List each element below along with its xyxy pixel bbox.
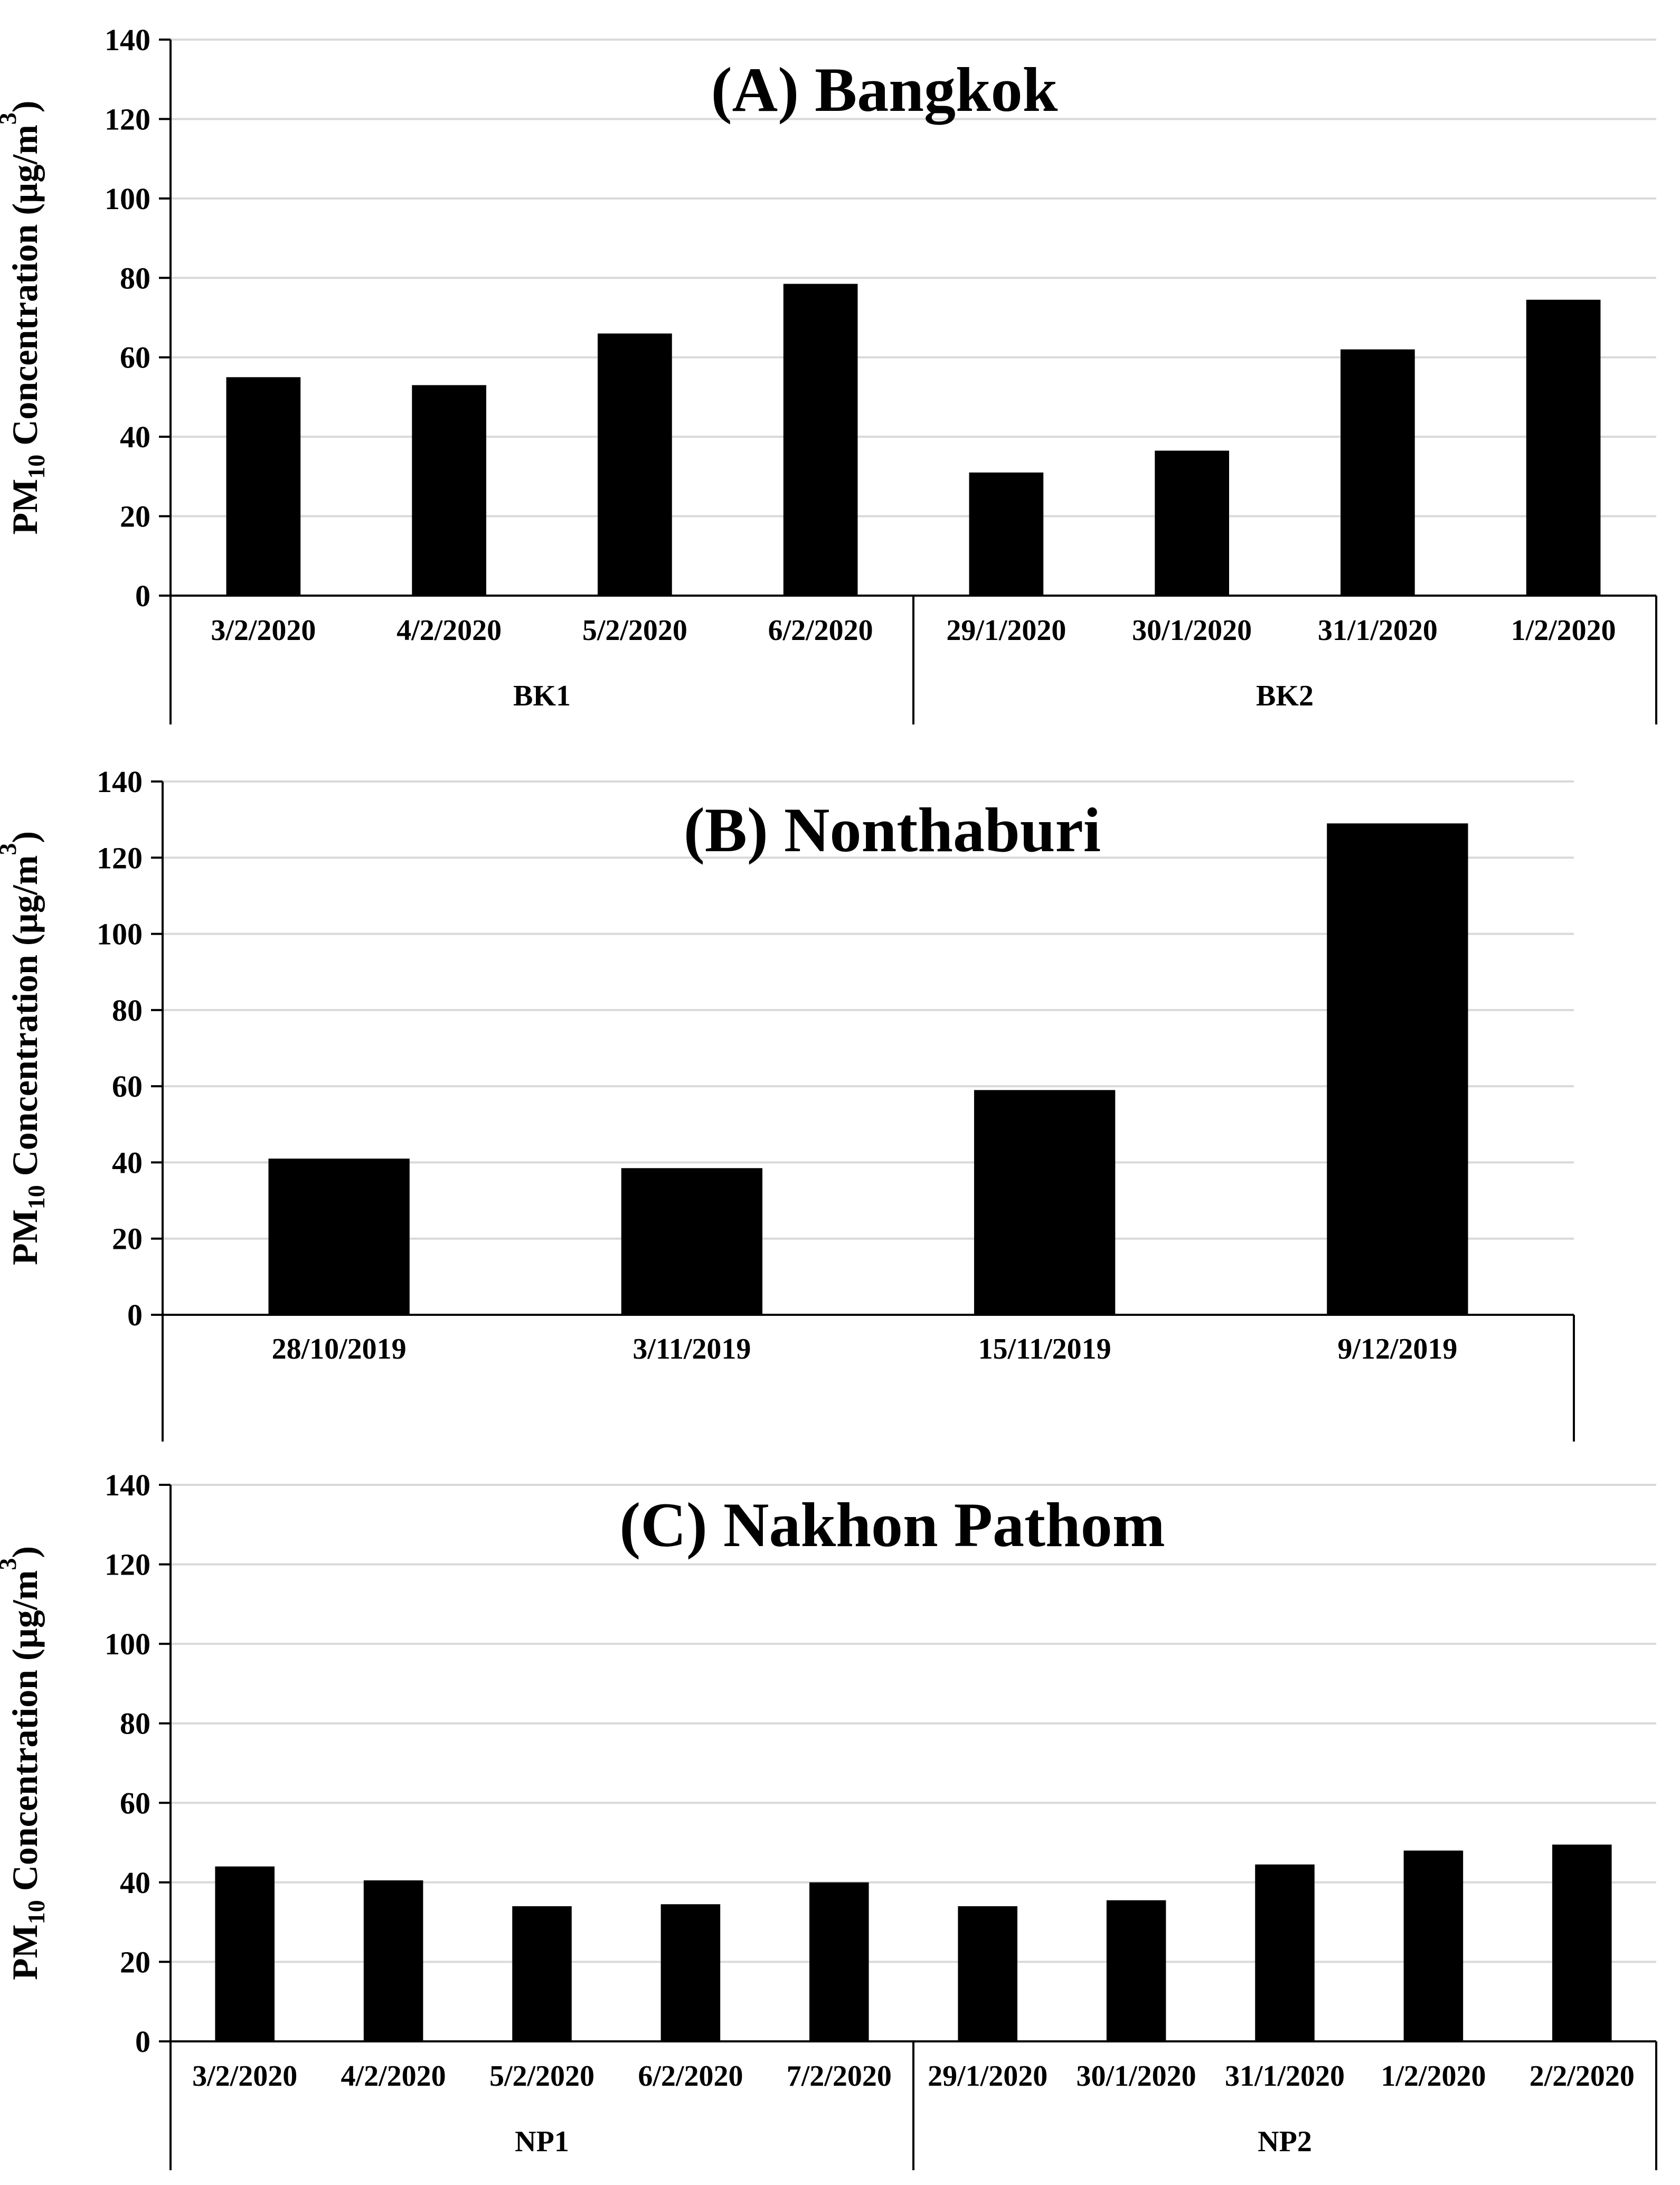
y-axis-label-sup: 3 (0, 112, 21, 125)
x-group-label: NP2 (1258, 2125, 1312, 2158)
y-axis-label-mid: Concentration (µg/m (5, 855, 45, 1185)
y-tick-label: 20 (120, 500, 150, 534)
y-tick-label: 0 (127, 1298, 143, 1332)
bar (226, 377, 301, 596)
y-tick-label: 60 (112, 1069, 143, 1104)
x-group-label: NP1 (515, 2125, 569, 2158)
x-category-label: 5/2/2020 (582, 614, 687, 647)
x-category-label: 31/1/2020 (1225, 2060, 1345, 2093)
x-category-label: 3/2/2020 (211, 614, 316, 647)
y-axis-label: PM10 Concentration (µg/m3) (0, 100, 50, 534)
y-axis-label-pre: PM (5, 1209, 45, 1265)
bar (660, 1904, 721, 2041)
panel-nonthaburi: 0 20 40 60 80 100 120 140 28/10/2019 3/11/2019 15/… (0, 765, 1575, 1442)
bar (1526, 299, 1601, 596)
bar (1403, 1850, 1464, 2041)
y-tick-label: 40 (120, 1866, 150, 1900)
bar (412, 385, 486, 596)
y-tick-label: 100 (97, 917, 143, 952)
x-category-label: 29/1/2020 (946, 614, 1066, 647)
bar (969, 472, 1044, 596)
y-tick-label: 40 (112, 1145, 143, 1180)
y-tick-label: 60 (120, 341, 150, 375)
y-tick-label: 20 (112, 1222, 143, 1256)
y-axis-label-mid: Concentration (µg/m (5, 125, 45, 455)
chart-title: (A) Bangkok (711, 54, 1058, 125)
x-category-label: 15/11/2019 (978, 1333, 1111, 1365)
x-category-label: 5/2/2020 (489, 2060, 594, 2093)
x-category-label: 29/1/2020 (928, 2060, 1047, 2093)
bar (512, 1906, 572, 2041)
x-category-label: 3/11/2019 (633, 1333, 751, 1365)
x-category-label: 1/2/2020 (1511, 614, 1616, 647)
x-category-label: 30/1/2020 (1077, 2060, 1196, 2093)
y-tick-label: 140 (105, 23, 150, 57)
chart-title: (C) Nakhon Pathom (619, 1490, 1165, 1560)
x-category-label: 31/1/2020 (1318, 614, 1438, 647)
y-axis-label-sup: 3 (0, 843, 21, 855)
y-axis-label-sub: 10 (23, 1185, 50, 1209)
panel-nakhon-pathom: 0 20 40 60 80 100 120 140 3/2/2020 4/2/2020 5/2/20… (0, 1468, 1657, 2170)
bar (621, 1168, 763, 1315)
y-axis-label-post: ) (5, 831, 45, 843)
y-axis-label-sub: 10 (23, 455, 50, 479)
bar (783, 284, 858, 596)
bar (974, 1090, 1116, 1315)
bar (1341, 349, 1415, 596)
y-axis-label-post: ) (5, 100, 45, 112)
bar (1552, 1844, 1612, 2041)
y-tick-label: 80 (120, 261, 150, 295)
y-tick-label: 140 (97, 765, 143, 799)
y-tick-label: 120 (97, 841, 143, 875)
y-axis-label-mid: Concentration (µg/m (5, 1570, 45, 1900)
y-axis-label-post: ) (5, 1546, 45, 1558)
x-category-label: 4/2/2020 (397, 614, 502, 647)
x-category-label: 4/2/2020 (341, 2060, 446, 2093)
y-axis-label-sub: 10 (23, 1900, 50, 1924)
x-category-label: 9/12/2019 (1337, 1333, 1457, 1365)
y-tick-label: 80 (112, 993, 143, 1028)
bar (1106, 1900, 1166, 2041)
y-tick-label: 80 (120, 1707, 150, 1741)
y-tick-label: 60 (120, 1786, 150, 1820)
y-axis-label-sup: 3 (0, 1558, 21, 1570)
y-tick-label: 0 (135, 579, 150, 613)
x-category-label: 28/10/2019 (272, 1333, 407, 1365)
y-axis-label-pre: PM (5, 1924, 45, 1980)
y-axis-label: PM10 Concentration (µg/m3) (0, 831, 50, 1265)
y-tick-label: 20 (120, 1945, 150, 1979)
y-tick-label: 140 (105, 1468, 150, 1502)
y-tick-label: 120 (105, 1548, 150, 1582)
y-axis-label: PM10 Concentration (µg/m3) (0, 1546, 50, 1980)
x-category-label: 6/2/2020 (768, 614, 873, 647)
y-tick-label: 40 (120, 420, 150, 454)
bar (958, 1906, 1017, 2041)
y-tick-label: 100 (105, 1627, 150, 1661)
bar (1255, 1864, 1315, 2041)
bar (215, 1866, 275, 2041)
panel-bangkok: 0 20 40 60 80 100 120 140 3/2/2020 4/2/2020 5/2/20… (0, 23, 1657, 724)
y-tick-label: 120 (105, 102, 150, 136)
x-category-label: 3/2/2020 (192, 2060, 297, 2093)
x-category-label: 30/1/2020 (1132, 614, 1252, 647)
x-category-label: 2/2/2020 (1530, 2060, 1635, 2093)
x-category-label: 6/2/2020 (638, 2060, 743, 2093)
y-axis-label-pre: PM (5, 479, 45, 535)
bar (598, 333, 672, 596)
x-category-label: 7/2/2020 (787, 2060, 892, 2093)
x-group-label: BK1 (513, 680, 571, 712)
y-tick-label: 0 (135, 2024, 150, 2059)
x-category-label: 1/2/2020 (1381, 2060, 1486, 2093)
bar (1155, 450, 1229, 596)
bar (268, 1159, 410, 1315)
bar (363, 1880, 423, 2041)
bar (809, 1882, 869, 2041)
bar (1327, 823, 1468, 1315)
y-tick-label: 100 (105, 182, 150, 216)
chart-title: (B) Nonthaburi (684, 795, 1101, 865)
x-group-label: BK2 (1256, 680, 1314, 712)
